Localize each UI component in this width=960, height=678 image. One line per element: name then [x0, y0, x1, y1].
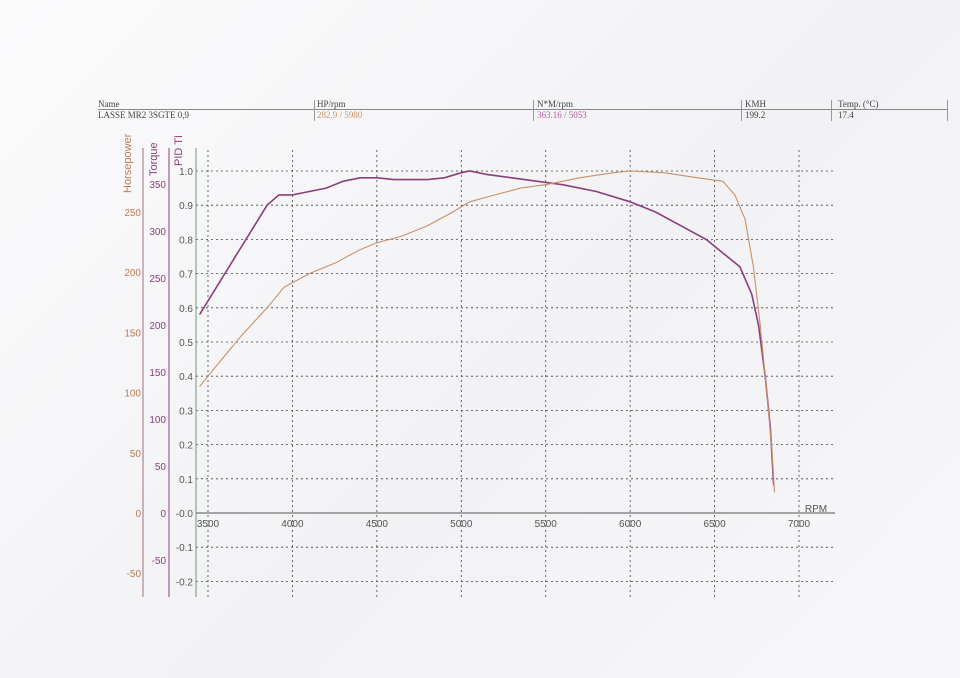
tick-labels: 3500 4000 4500 5000 5500 6000 6500 7000-0.2-0.1… — [124, 167, 810, 588]
torque-tick-label: 350 — [149, 180, 166, 191]
horsepower-axis-title: Horsepower — [122, 133, 134, 193]
rpm-tick-label: 6000 — [619, 519, 642, 530]
torque-tick-label: 50 — [155, 462, 167, 473]
grid — [196, 150, 835, 597]
torque-curve — [198, 170, 775, 486]
torque-tick-label: -50 — [152, 556, 167, 567]
pid-tick-label: -0.2 — [176, 577, 194, 588]
temp-cell: Temp. (°C) 17.4 — [838, 99, 948, 121]
torque-value: 363.16 / 5053 — [537, 110, 587, 120]
horsepower-tick-label: -50 — [127, 569, 142, 580]
pid-tick-label: -0.1 — [176, 543, 194, 554]
torque-tick-label: 200 — [149, 321, 166, 332]
horsepower-tick-label: 100 — [124, 389, 141, 400]
rpm-tick-label: 5000 — [450, 519, 473, 530]
kmh-label: KMH — [745, 99, 767, 109]
kmh-cell: KMH 199.2 — [745, 99, 830, 121]
torque-axis-title: Torque — [148, 142, 160, 176]
header-separator — [533, 100, 534, 121]
run-info-header: Name LASSE MR2 3SGTE 0,9 HP/rpm 282.9 / … — [98, 99, 948, 121]
horsepower-tick-label: 150 — [124, 328, 141, 339]
series — [198, 170, 776, 493]
rpm-tick-label: 5500 — [535, 519, 558, 530]
rpm-axis-title: RPM — [805, 504, 827, 515]
name-cell: Name LASSE MR2 3SGTE 0,9 — [98, 99, 303, 121]
horsepower-tick-label: 0 — [135, 509, 141, 520]
torque-label: N*M/rpm — [537, 99, 573, 109]
header-separator — [831, 100, 832, 121]
pid-tick-label: 0.3 — [179, 406, 193, 417]
pid-tick-label: -0.0 — [176, 509, 194, 520]
rpm-tick-label: 7000 — [788, 519, 811, 530]
hp-cell: HP/rpm 282.9 / 5980 — [317, 99, 537, 121]
header-divider — [98, 109, 948, 110]
kmh-value: 199.2 — [745, 110, 766, 120]
torque-tick-label: 300 — [149, 227, 166, 238]
header-separator — [741, 100, 742, 121]
torque-tick-label: 250 — [149, 274, 166, 285]
name-label: Name — [98, 99, 120, 109]
axes: Horsepower Torque PID TI RPM — [122, 133, 835, 597]
pid-tick-label: 0.9 — [179, 201, 193, 212]
hp-value: 282.9 / 5980 — [317, 110, 363, 120]
pid-tick-label: 0.4 — [179, 372, 193, 383]
torque-cell: N*M/rpm 363.16 / 5053 — [537, 99, 742, 121]
torque-tick-label: 100 — [149, 415, 166, 426]
temp-value: 17.4 — [838, 110, 854, 120]
horsepower-tick-label: 250 — [124, 208, 141, 219]
torque-tick-label: 0 — [160, 509, 166, 520]
torque-tick-label: 150 — [149, 368, 166, 379]
horsepower-tick-label: 200 — [124, 268, 141, 279]
pid-tick-label: 1.0 — [179, 167, 193, 178]
rpm-tick-label: 3500 — [197, 519, 220, 530]
horsepower-tick-label: 50 — [130, 449, 142, 460]
header-separator — [947, 100, 948, 121]
pid-tick-label: 0.6 — [179, 304, 193, 315]
rpm-tick-label: 6500 — [703, 519, 726, 530]
name-value: LASSE MR2 3SGTE 0,9 — [98, 110, 190, 120]
rpm-tick-label: 4500 — [366, 519, 389, 530]
rpm-tick-label: 4000 — [281, 519, 304, 530]
temp-label: Temp. (°C) — [838, 99, 879, 109]
horsepower-curve — [199, 170, 776, 493]
pid-tick-label: 0.8 — [179, 235, 193, 246]
pid-tick-label: 0.1 — [179, 475, 193, 486]
hp-label: HP/rpm — [317, 99, 346, 109]
header-separator — [314, 100, 315, 121]
pid-tick-label: 0.5 — [179, 338, 193, 349]
pid-tick-label: 0.7 — [179, 270, 193, 281]
pid-axis-title: PID TI — [173, 135, 185, 166]
pid-tick-label: 0.2 — [179, 441, 193, 452]
